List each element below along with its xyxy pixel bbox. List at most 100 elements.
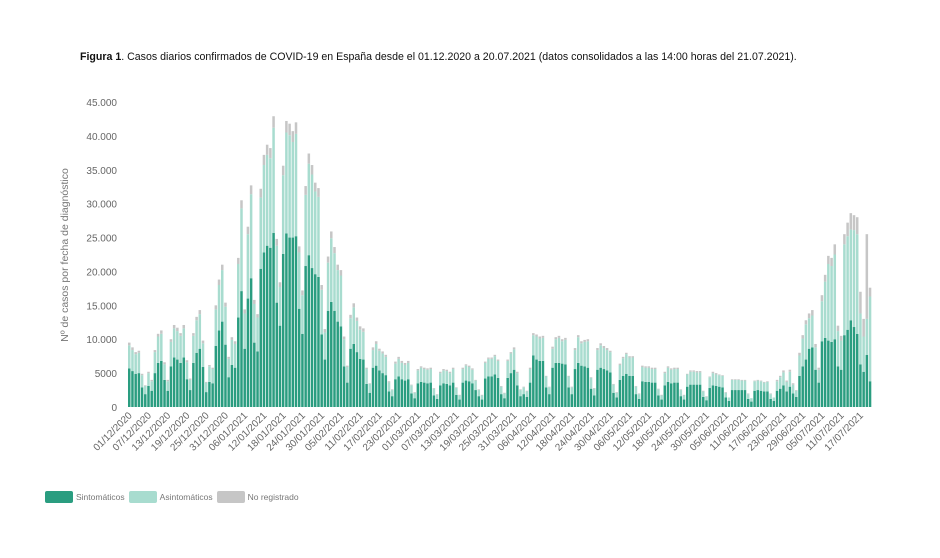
bar-no-registrado-209 (798, 352, 801, 356)
bar-asintomaticos-213 (811, 315, 814, 348)
bar-sintomaticos-218 (827, 340, 830, 407)
bar-no-registrado-15 (176, 327, 179, 332)
bar-asintomaticos-173 (682, 395, 686, 400)
bar-no-registrado-41 (259, 188, 262, 198)
bar-no-registrado-21 (195, 316, 198, 321)
bar-asintomaticos-214 (814, 347, 817, 370)
bar-asintomaticos-27 (214, 309, 218, 346)
bar-asintomaticos-101 (451, 369, 455, 383)
bar-no-registrado-145 (593, 388, 596, 389)
bar-sintomaticos-1 (131, 371, 134, 407)
bar-sintomaticos-121 (516, 385, 519, 407)
bar-sintomaticos-117 (503, 398, 506, 407)
x-axis-ticks: 01/12/202007/12/202013/12/202019/12/2020… (92, 410, 867, 453)
bar-sintomaticos-3 (137, 373, 141, 407)
bar-no-registrado-117 (503, 392, 506, 394)
bar-no-registrado-69 (349, 314, 352, 319)
bar-sintomaticos-141 (580, 365, 583, 407)
bar-sintomaticos-211 (804, 359, 808, 407)
bar-no-registrado-22 (198, 310, 202, 315)
bar-asintomaticos-84 (397, 358, 400, 377)
bar-asintomaticos-184 (718, 375, 721, 387)
bar-no-registrado-172 (679, 389, 683, 391)
bar-asintomaticos-62 (326, 262, 330, 311)
bar-sintomaticos-217 (823, 337, 827, 407)
bar-no-registrado-86 (403, 362, 407, 365)
bar-asintomaticos-0 (128, 345, 131, 369)
bar-no-registrado-39 (253, 299, 256, 304)
bar-asintomaticos-96 (435, 394, 439, 399)
bar-asintomaticos-215 (817, 369, 820, 383)
bar-no-registrado-128 (538, 336, 541, 339)
bar-asintomaticos-152 (615, 392, 618, 398)
bar-asintomaticos-59 (317, 196, 320, 277)
bar-asintomaticos-229 (862, 336, 865, 372)
bar-asintomaticos-202 (775, 381, 779, 391)
bar-no-registrado-78 (378, 348, 381, 351)
bar-no-registrado-33 (233, 341, 237, 344)
bar-asintomaticos-200 (769, 394, 772, 399)
bar-asintomaticos-110 (480, 395, 484, 400)
y-tick-label: 20.000 (86, 267, 117, 278)
bar-no-registrado-180 (705, 396, 708, 397)
bar-sintomaticos-25 (208, 381, 211, 407)
bar-sintomaticos-8 (153, 373, 157, 407)
bar-asintomaticos-174 (686, 374, 689, 387)
bar-sintomaticos-83 (394, 379, 397, 407)
bar-no-registrado-84 (397, 356, 400, 359)
bar-no-registrado-105 (464, 364, 468, 366)
bar-asintomaticos-170 (673, 369, 676, 383)
bar-asintomaticos-182 (711, 373, 715, 386)
bar-sintomaticos-49 (285, 233, 288, 407)
bar-no-registrado-177 (695, 371, 699, 373)
bar-sintomaticos-12 (166, 390, 169, 407)
bar-no-registrado-216 (820, 295, 824, 302)
bar-asintomaticos-12 (166, 381, 169, 391)
bar-no-registrado-121 (516, 371, 519, 374)
bar-sintomaticos-66 (339, 326, 343, 407)
bar-no-registrado-189 (734, 379, 737, 380)
bar-asintomaticos-157 (631, 357, 634, 376)
bar-no-registrado-179 (702, 390, 705, 392)
bar-asintomaticos-231 (868, 296, 872, 382)
bar-no-registrado-130 (544, 375, 548, 377)
bar-asintomaticos-23 (201, 343, 205, 368)
bar-asintomaticos-103 (458, 395, 461, 400)
bar-asintomaticos-133 (554, 339, 558, 363)
bar-no-registrado-119 (509, 352, 513, 354)
bar-no-registrado-76 (371, 347, 375, 351)
bar-sintomaticos-6 (147, 385, 150, 407)
bar-no-registrado-195 (753, 380, 756, 382)
bar-no-registrado-6 (147, 371, 150, 374)
bar-sintomaticos-95 (432, 395, 436, 407)
bar-sintomaticos-124 (525, 396, 529, 407)
bar-sintomaticos-92 (423, 382, 426, 407)
bar-asintomaticos-138 (570, 387, 574, 395)
bar-sintomaticos-147 (599, 367, 602, 407)
bar-sintomaticos-134 (557, 362, 561, 407)
bar-asintomaticos-142 (583, 341, 586, 367)
bar-asintomaticos-169 (669, 369, 673, 384)
bar-asintomaticos-18 (185, 362, 189, 380)
bar-sintomaticos-84 (397, 376, 400, 407)
bar-asintomaticos-45 (272, 127, 275, 233)
bar-no-registrado-19 (188, 378, 192, 380)
y-tick-label: 25.000 (86, 234, 117, 245)
legend-item: Sintomáticos (45, 491, 125, 503)
bar-no-registrado-104 (461, 367, 465, 370)
bar-sintomaticos-13 (169, 366, 173, 407)
bar-asintomaticos-8 (153, 352, 157, 374)
bar-no-registrado-43 (265, 144, 269, 155)
bar-sintomaticos-71 (355, 352, 359, 407)
y-tick-label: 40.000 (86, 132, 117, 143)
bar-sintomaticos-198 (762, 391, 766, 407)
bar-sintomaticos-132 (551, 367, 554, 407)
figure-caption: . Casos diarios confirmados de COVID-19 … (121, 51, 797, 63)
bar-no-registrado-183 (714, 373, 718, 375)
bar-asintomaticos-50 (288, 135, 291, 238)
bar-asintomaticos-180 (705, 396, 708, 401)
bar-asintomaticos-87 (407, 362, 410, 380)
bar-sintomaticos-114 (493, 374, 497, 407)
bar-no-registrado-82 (390, 389, 394, 391)
